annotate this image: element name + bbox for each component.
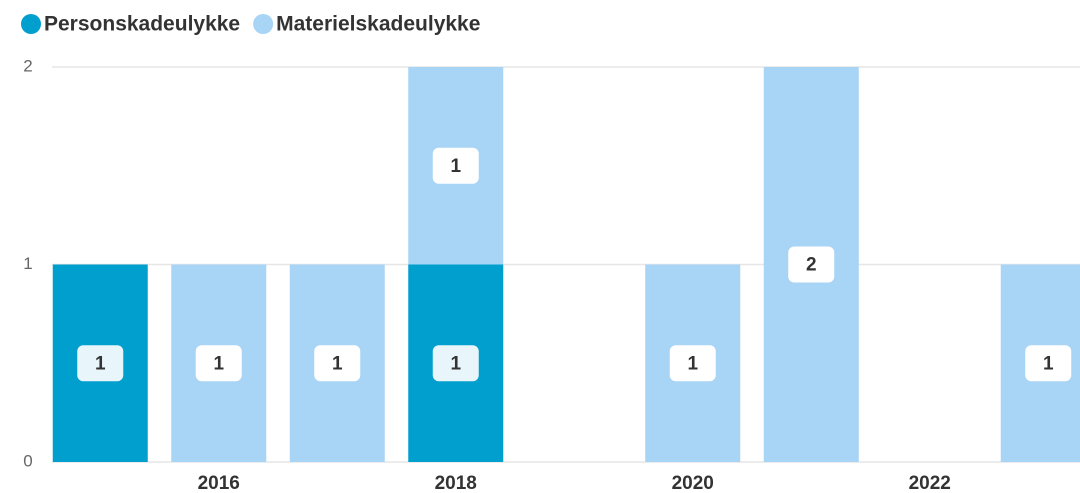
y-tick-label: 2 [23, 56, 32, 75]
x-tick-label: 2020 [672, 473, 714, 493]
legend-label: Personskadeulykke [44, 13, 240, 36]
data-label-box [314, 345, 361, 382]
legend-marker [253, 14, 274, 34]
x-tick-label: 2022 [909, 473, 951, 493]
data-label-box [432, 147, 479, 184]
legend-label: Materielskadeulykke [276, 13, 480, 36]
data-label: 1 [95, 353, 106, 374]
data-label-box [1025, 345, 1072, 382]
data-label: 1 [687, 353, 698, 374]
legend-marker [21, 14, 41, 34]
data-label-box [195, 345, 242, 382]
x-tick-label: 2016 [198, 473, 240, 493]
y-tick-label: 1 [23, 254, 32, 273]
data-label: 2 [806, 255, 817, 276]
data-label-box [669, 345, 716, 382]
data-label: 1 [213, 353, 224, 374]
x-tick-label: 2018 [435, 473, 477, 493]
data-label-box [432, 345, 479, 382]
data-label: 1 [450, 353, 461, 374]
data-label: 1 [450, 156, 461, 177]
y-tick-label: 0 [23, 451, 32, 470]
data-label-box [788, 246, 835, 283]
data-label-box [77, 345, 124, 382]
data-label: 1 [1043, 353, 1054, 374]
data-label: 1 [332, 353, 343, 374]
